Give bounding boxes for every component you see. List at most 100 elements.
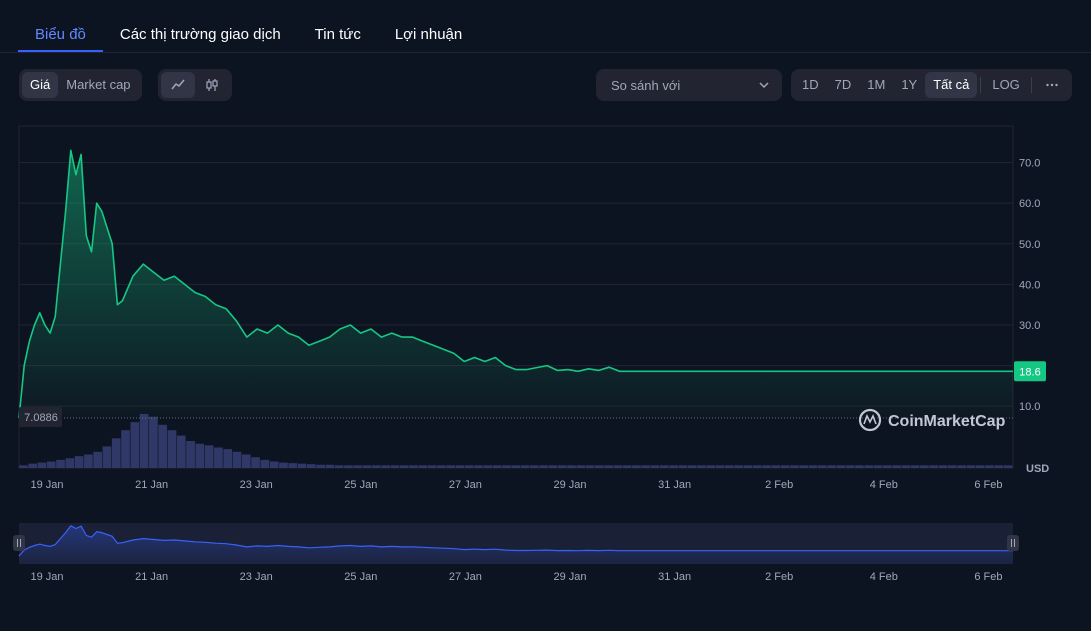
- tab-bar: Biểu đồ Các thị trường giao dịch Tin tức…: [18, 14, 479, 52]
- log-button[interactable]: LOG: [992, 77, 1020, 92]
- more-button[interactable]: [1035, 72, 1069, 98]
- range-1d-button[interactable]: 1D: [802, 77, 819, 92]
- chart-type-toggle: [158, 69, 232, 101]
- nav-x-tick-label: 27 Jan: [449, 571, 482, 583]
- volume-bar: [204, 445, 214, 468]
- volume-bar: [93, 451, 103, 468]
- volume-bar: [604, 465, 613, 468]
- y-tick-label: 60.0: [1019, 198, 1040, 210]
- volume-bar: [446, 465, 456, 468]
- volume-bar: [539, 465, 548, 468]
- volume-bar: [827, 465, 836, 468]
- navigator-handle[interactable]: [1007, 535, 1019, 551]
- y-tick-label: 50.0: [1019, 239, 1040, 251]
- volume-bar: [622, 465, 632, 468]
- volume-bar: [334, 465, 344, 468]
- tab-news[interactable]: Tin tức: [314, 26, 361, 43]
- metric-toggle: Giá Market cap: [19, 69, 142, 101]
- nav-x-tick-label: 6 Feb: [974, 571, 1002, 583]
- volume-bar: [910, 465, 920, 468]
- line-chart-button[interactable]: [161, 72, 195, 98]
- price-area-fill: [19, 150, 1013, 418]
- x-tick-label: 25 Jan: [344, 479, 377, 491]
- volume-bar: [316, 464, 325, 468]
- volume-bar: [390, 465, 400, 468]
- volume-bar: [576, 465, 586, 468]
- volume-bar: [502, 465, 511, 468]
- volume-bar: [158, 424, 168, 468]
- volume-bar: [613, 465, 623, 468]
- coinmarketcap-logo-mark: [863, 414, 877, 425]
- volume-bar: [678, 465, 688, 468]
- volume-bar: [966, 465, 976, 468]
- volume-bar: [790, 465, 799, 468]
- volume-bar: [492, 465, 502, 468]
- nav-x-tick-label: 25 Jan: [344, 571, 377, 583]
- volume-bar: [372, 465, 381, 468]
- range-7d-button[interactable]: 7D: [834, 77, 852, 92]
- candlestick-button[interactable]: [195, 72, 229, 98]
- volume-bar: [84, 454, 93, 468]
- range-1y-button[interactable]: 1Y: [901, 77, 918, 92]
- volume-bar: [65, 458, 75, 468]
- volume-bar: [455, 465, 465, 468]
- volume-bar: [799, 465, 809, 468]
- price-line: [18, 149, 1013, 419]
- tab-chart[interactable]: Biểu đồ: [18, 14, 103, 52]
- volume-bar: [594, 465, 604, 468]
- tab-markets[interactable]: Các thị trường giao dịch: [119, 26, 281, 43]
- volume-bar: [139, 414, 149, 468]
- volume-bar: [28, 463, 37, 468]
- chevron-down-icon: [759, 82, 769, 89]
- volume-bar: [743, 465, 753, 468]
- volume-bar: [176, 435, 186, 468]
- volume-bar: [288, 463, 298, 468]
- volume-bar: [762, 465, 771, 468]
- volume-bar: [121, 430, 130, 468]
- volume-bar: [557, 465, 567, 468]
- volume-bar: [474, 465, 483, 468]
- volume-bar: [669, 465, 678, 468]
- market-cap-button[interactable]: Market cap: [66, 77, 131, 92]
- nav-x-tick-label: 23 Jan: [240, 571, 273, 583]
- y-tick-label: 30.0: [1019, 320, 1040, 332]
- x-tick-label: 4 Feb: [870, 479, 898, 491]
- compare-label: So sánh với: [611, 77, 681, 93]
- volume-bar: [641, 465, 651, 468]
- volume-bar: [808, 465, 818, 468]
- volume-bar: [418, 465, 428, 468]
- volume-bar: [186, 441, 195, 468]
- tabs-divider: [0, 52, 1091, 53]
- volume-bar: [938, 465, 948, 468]
- volume-bar: [994, 465, 1004, 468]
- volume-bar: [632, 465, 641, 468]
- x-tick-label: 31 Jan: [658, 479, 691, 491]
- volume-bar: [297, 463, 307, 468]
- y-tick-label: 40.0: [1019, 279, 1040, 291]
- volume-bar: [817, 465, 827, 468]
- navigator-handle[interactable]: [13, 535, 25, 551]
- navigator[interactable]: [13, 523, 1019, 564]
- range-divider-2: [1030, 77, 1032, 93]
- volume-bar: [901, 465, 911, 468]
- volume-bar: [715, 465, 725, 468]
- tab-returns[interactable]: Lợi nhuận: [394, 26, 463, 43]
- y-tick-label: 10.0: [1019, 401, 1040, 413]
- volume-bar: [214, 447, 223, 468]
- compare-dropdown[interactable]: So sánh với: [596, 69, 782, 101]
- volume-bar: [167, 430, 177, 468]
- range-all-button[interactable]: Tất cả: [925, 72, 978, 98]
- watermark-text: CoinMarketCap: [888, 413, 1006, 430]
- nav-x-tick-label: 2 Feb: [765, 571, 793, 583]
- volume-bar: [37, 462, 47, 468]
- volume-bar: [687, 465, 697, 468]
- nav-x-tick-label: 29 Jan: [553, 571, 586, 583]
- price-button[interactable]: Giá: [22, 72, 59, 98]
- volume-bars: [19, 414, 1013, 468]
- volume-bar: [353, 465, 363, 468]
- range-1m-button[interactable]: 1M: [867, 77, 886, 92]
- nav-x-tick-label: 19 Jan: [30, 571, 63, 583]
- range-selector: 1D 7D 1M 1Y Tất cả LOG: [791, 69, 1072, 101]
- nav-x-tick-label: 21 Jan: [135, 571, 168, 583]
